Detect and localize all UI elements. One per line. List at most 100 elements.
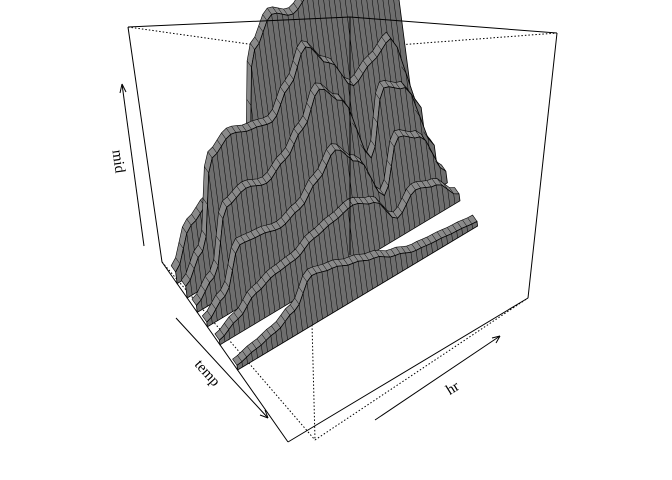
surface-grid-line xyxy=(310,89,316,97)
surface-grid-line xyxy=(220,289,226,297)
surface-grid-line xyxy=(428,147,434,155)
surface-grid-line xyxy=(227,264,233,271)
surface-grid-line xyxy=(235,253,243,306)
surface-grid-line xyxy=(385,250,391,258)
surface-grid-line xyxy=(265,283,271,315)
surface-grid-line xyxy=(386,31,391,39)
surface-grid-line xyxy=(236,185,242,193)
surface-grid-line xyxy=(441,184,446,210)
surface-grid-line xyxy=(271,325,277,333)
surface-grid-line xyxy=(317,265,323,273)
surface-grid-line xyxy=(321,158,327,166)
surface-grid-line xyxy=(252,120,257,128)
surface-grid-line xyxy=(251,342,257,349)
surface-grid-line xyxy=(257,119,263,126)
surface-grid-line xyxy=(397,218,401,237)
surface-grid-line xyxy=(430,186,436,216)
surface-grid-line xyxy=(289,262,296,300)
surface-grid-line xyxy=(280,260,286,267)
box-edge xyxy=(127,16,351,28)
surface-grid-line xyxy=(421,181,427,188)
surface-grid-line xyxy=(296,47,302,55)
surface-grid-line xyxy=(420,187,426,222)
surface-grid-line xyxy=(436,231,442,239)
surface-grid-line xyxy=(275,157,281,165)
surface-grid-line xyxy=(190,279,193,296)
surface-grid-line xyxy=(222,200,227,208)
surface-grid-line xyxy=(416,241,422,248)
surface-grid-line xyxy=(241,181,247,189)
surface-grid-line xyxy=(198,244,203,252)
surface-grid-line xyxy=(392,211,398,219)
surface-grid-line xyxy=(364,253,370,261)
surface-grid-line xyxy=(410,183,416,191)
surface-grid-line xyxy=(322,264,328,271)
surface-grid-line xyxy=(298,122,304,130)
surface-grid-line xyxy=(379,81,384,89)
surface-grid-line xyxy=(391,217,396,240)
surface-grid-line xyxy=(373,185,379,192)
surface-grid-line xyxy=(221,132,227,140)
surface-grid-line xyxy=(242,313,246,330)
surface-grid-line xyxy=(406,188,411,196)
surface-grid-line xyxy=(304,236,310,243)
surface-grid-line xyxy=(245,233,251,241)
surface-grid-line xyxy=(353,197,359,204)
surface-grid-line xyxy=(265,340,268,353)
surface-grid-line xyxy=(348,198,353,206)
surface-grid-line xyxy=(343,77,349,84)
surface-grid-line xyxy=(425,187,431,219)
surface-grid-line xyxy=(298,286,304,294)
surface-grid-line xyxy=(302,115,308,123)
hr-axis-arrow xyxy=(374,335,501,421)
surface-grid-line xyxy=(300,40,306,48)
surface-grid-line xyxy=(447,189,451,207)
surface-grid-line xyxy=(366,151,372,159)
surface-grid-line xyxy=(375,93,381,100)
surface-grid-line xyxy=(357,261,363,296)
surface-grid-line xyxy=(284,80,290,87)
surface-grid-line xyxy=(299,196,305,204)
surface-grid-line xyxy=(299,242,305,250)
surface-grid-line xyxy=(338,206,344,214)
surface-grid-line xyxy=(270,335,273,350)
surface-grid-line xyxy=(420,247,423,260)
surface-grid-line xyxy=(241,361,243,368)
surface-grid-line xyxy=(300,0,303,3)
surface-grid-line xyxy=(261,345,263,356)
surface-grid-line xyxy=(421,134,426,141)
surface-grid-line xyxy=(271,223,276,231)
surface-grid-line xyxy=(393,130,399,138)
surface-grid-line xyxy=(441,229,447,237)
surface-grid-line xyxy=(251,286,257,294)
surface-grid-line xyxy=(372,116,378,124)
surface-grid-line xyxy=(392,40,398,48)
surface-grid-line xyxy=(223,335,226,342)
surface-grid-line xyxy=(400,81,406,88)
surface-grid-line xyxy=(400,253,403,272)
surface-grid-line xyxy=(431,243,433,254)
surface-grid-line xyxy=(289,304,295,311)
surface-grid-line xyxy=(362,60,368,67)
surface-grid-line xyxy=(397,206,403,214)
surface-grid-line xyxy=(379,189,385,196)
box-edge xyxy=(127,26,163,263)
surface-grid-line xyxy=(321,271,328,317)
surface-grid-line xyxy=(352,263,358,299)
surface-grid-line xyxy=(179,263,183,281)
surface-grid-line xyxy=(294,297,300,305)
surface-grid-line xyxy=(415,181,421,189)
surface-grid-line xyxy=(306,281,313,326)
surface-grid-line xyxy=(205,291,208,307)
surface-grid-line xyxy=(235,238,241,245)
surface-grid-line xyxy=(353,254,359,262)
surface-grid-line xyxy=(395,247,401,254)
surface-grid-line xyxy=(246,357,248,365)
surface-grid-line xyxy=(405,252,408,269)
surface-grid-line xyxy=(265,271,271,279)
surface-grid-line xyxy=(461,228,463,236)
surface-grid-line xyxy=(200,300,203,310)
surface-grid-line xyxy=(195,206,201,214)
arrowhead-icon xyxy=(259,409,269,419)
surface-grid-line xyxy=(215,309,218,321)
